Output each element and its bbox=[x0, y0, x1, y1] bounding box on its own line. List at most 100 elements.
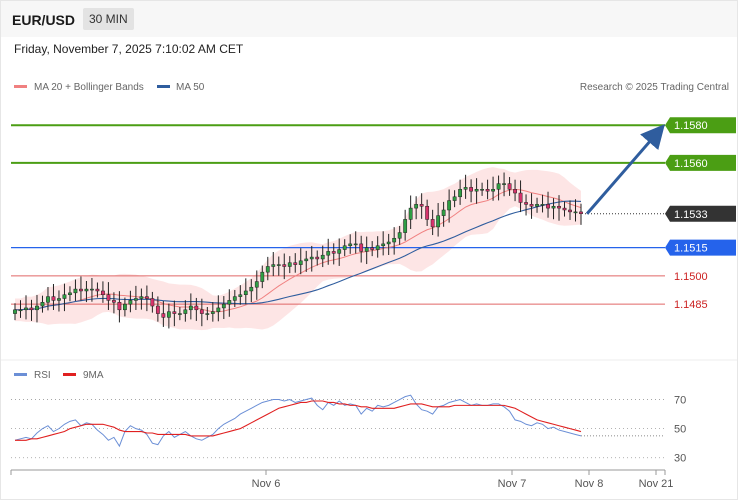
candle bbox=[348, 234, 353, 254]
level-label-1.1485: 1.1485 bbox=[674, 299, 708, 311]
candle bbox=[24, 295, 28, 320]
level-tag-1.1515: 1.1515 bbox=[665, 239, 736, 256]
projection-arrow bbox=[585, 124, 665, 215]
candle bbox=[430, 209, 435, 236]
candle-body bbox=[447, 200, 452, 211]
bollinger-band-area bbox=[15, 167, 581, 331]
candle-body bbox=[463, 187, 468, 190]
candle bbox=[161, 300, 166, 327]
candle bbox=[579, 203, 583, 225]
candle bbox=[568, 200, 572, 220]
candle-body bbox=[562, 207, 567, 211]
candle bbox=[68, 286, 72, 302]
candle bbox=[183, 300, 188, 322]
legend-rsi-ma-label: 9MA bbox=[83, 370, 104, 381]
rsi-legend: RSI 9MA bbox=[14, 370, 104, 381]
candle bbox=[485, 179, 490, 200]
candle-body bbox=[507, 183, 512, 190]
x-tick-label-1: Nov 7 bbox=[498, 478, 527, 490]
candle bbox=[79, 276, 83, 301]
candle bbox=[375, 236, 380, 258]
candle bbox=[95, 282, 100, 298]
candle-body bbox=[546, 204, 550, 209]
candle-body bbox=[364, 247, 369, 252]
candle-body bbox=[397, 232, 402, 239]
candle-body bbox=[238, 294, 243, 297]
candle-body bbox=[304, 258, 309, 262]
candle-body bbox=[282, 264, 287, 267]
candle-body bbox=[155, 305, 160, 314]
price-levels bbox=[11, 124, 665, 305]
x-axis: Nov 6 Nov 7 Nov 8 Nov 21 bbox=[10, 469, 673, 490]
candle bbox=[342, 239, 347, 257]
candle-body bbox=[40, 302, 45, 307]
ma20-line bbox=[15, 188, 582, 313]
candle bbox=[243, 278, 248, 305]
price-legend: MA 20 + Bollinger Bands MA 50 Research ©… bbox=[14, 82, 729, 93]
level-tag-bg-1.1580 bbox=[665, 117, 736, 134]
legend-ma20-swatch bbox=[14, 85, 27, 88]
timeframe-badge[interactable]: 30 MIN bbox=[83, 8, 134, 30]
candle bbox=[298, 248, 303, 275]
legend-rsi-label: RSI bbox=[34, 370, 51, 381]
bollinger-bands bbox=[15, 167, 581, 331]
candle-body bbox=[425, 205, 430, 220]
candle bbox=[546, 191, 550, 218]
candle-body bbox=[298, 260, 303, 265]
credit-label: Research © 2025 Trading Central bbox=[580, 82, 729, 93]
candle-body bbox=[370, 247, 375, 250]
candle-body bbox=[513, 189, 517, 194]
candle-body bbox=[276, 264, 281, 266]
x-tick-label-2: Nov 8 bbox=[575, 478, 604, 490]
candle bbox=[254, 270, 259, 300]
candle-body bbox=[68, 292, 72, 295]
level-label-1.1580: 1.1580 bbox=[674, 120, 708, 132]
candle-body bbox=[210, 311, 215, 314]
candle-body bbox=[452, 196, 457, 201]
candle bbox=[529, 193, 534, 219]
candle-body bbox=[144, 296, 149, 299]
candle-body bbox=[573, 211, 578, 214]
candle-body bbox=[568, 209, 572, 213]
candle bbox=[35, 294, 39, 323]
candle bbox=[139, 288, 144, 310]
candle-body bbox=[293, 262, 298, 265]
candle bbox=[397, 226, 402, 245]
candle-body bbox=[95, 288, 100, 292]
candle bbox=[249, 279, 254, 303]
candle bbox=[144, 285, 149, 312]
candle-body bbox=[403, 219, 408, 233]
candle-body bbox=[348, 243, 353, 247]
candle bbox=[166, 303, 171, 329]
candle-body bbox=[496, 183, 501, 190]
candle bbox=[276, 256, 281, 276]
candle-body bbox=[386, 241, 391, 245]
candle bbox=[40, 295, 45, 313]
candle bbox=[84, 280, 89, 303]
candle-body bbox=[271, 264, 276, 267]
level-tag-1.1533: 1.1533 bbox=[665, 205, 736, 222]
legend-ma20-label: MA 20 + Bollinger Bands bbox=[34, 82, 144, 93]
level-tag-bg-1.1515 bbox=[665, 239, 736, 256]
legend-ma50-label: MA 50 bbox=[176, 82, 205, 93]
candle-body bbox=[194, 305, 199, 311]
candle bbox=[337, 238, 342, 266]
candle-body bbox=[474, 189, 479, 192]
rsi-tick-50: 50 bbox=[674, 424, 686, 436]
candle bbox=[62, 283, 67, 312]
candle-body bbox=[123, 303, 127, 311]
candle-body bbox=[254, 281, 259, 288]
candle bbox=[425, 199, 430, 226]
level-tag-1.1580: 1.1580 bbox=[665, 117, 736, 134]
candle-body bbox=[326, 251, 331, 256]
candle-body bbox=[265, 266, 270, 273]
candle-body bbox=[221, 303, 226, 309]
candle bbox=[480, 182, 484, 196]
candle bbox=[452, 190, 457, 208]
candle bbox=[293, 253, 298, 273]
candle bbox=[370, 241, 375, 257]
candle-body bbox=[408, 207, 413, 220]
candle-body bbox=[469, 187, 473, 192]
